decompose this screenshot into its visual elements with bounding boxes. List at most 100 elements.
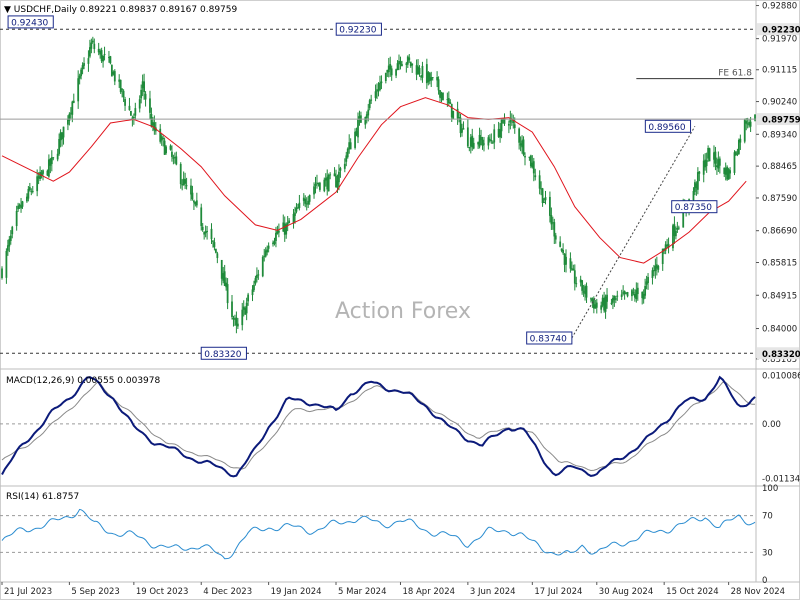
price-candle xyxy=(418,65,421,77)
price-axis-label: 0.84915 xyxy=(762,291,797,301)
price-candle xyxy=(80,67,83,80)
price-candle xyxy=(374,84,377,102)
time-axis-label: 21 Jul 2023 xyxy=(4,587,52,597)
price-candle xyxy=(204,225,207,238)
price-candle xyxy=(673,216,676,244)
price-candle xyxy=(231,295,233,320)
price-candle xyxy=(223,264,226,287)
price-candle xyxy=(109,55,112,65)
price-axis-label: 0.91115 xyxy=(762,66,797,76)
price-candle xyxy=(138,95,141,113)
price-candle xyxy=(452,110,455,119)
price-candle xyxy=(78,73,81,85)
price-candle xyxy=(549,191,551,223)
price-axis-label: 0.89340 xyxy=(762,130,797,140)
price-candle xyxy=(108,50,110,63)
price-candle xyxy=(36,169,39,197)
price-candle xyxy=(717,151,720,172)
price-candle xyxy=(396,60,399,71)
price-candle xyxy=(121,88,124,98)
price-candle xyxy=(478,127,481,149)
price-candle xyxy=(708,147,711,162)
price-candle xyxy=(294,206,296,224)
price-candle xyxy=(316,174,318,189)
rsi-axis-label: 100 xyxy=(762,484,778,494)
price-candle xyxy=(666,238,669,248)
price-candle xyxy=(704,153,707,171)
price-candle xyxy=(405,61,408,73)
price-candle xyxy=(631,288,633,301)
price-candle xyxy=(585,282,588,303)
price-candle xyxy=(641,291,644,305)
price-candle xyxy=(257,269,260,280)
price-candle xyxy=(430,71,433,87)
price-candle xyxy=(554,232,557,244)
price-candle xyxy=(377,82,380,97)
time-axis-label: 28 Nov 2024 xyxy=(731,587,785,597)
price-candle xyxy=(220,259,223,286)
price-candle xyxy=(169,144,172,151)
price-candle xyxy=(42,169,44,181)
price-candle xyxy=(376,83,378,100)
price-candle xyxy=(11,225,14,239)
price-candle xyxy=(128,97,131,111)
price-candle xyxy=(40,169,43,179)
price-candle xyxy=(493,124,496,150)
price-candle xyxy=(308,194,311,205)
price-candle xyxy=(562,243,564,255)
price-candle xyxy=(729,167,731,179)
price-candle xyxy=(47,154,50,178)
price-candle xyxy=(707,145,710,162)
price-candle xyxy=(21,200,24,209)
price-candle xyxy=(389,56,392,77)
fe-level-label: FE 61.8 xyxy=(718,69,752,79)
price-candle xyxy=(651,267,654,285)
price-candle xyxy=(425,58,428,89)
price-candle xyxy=(90,38,93,54)
symbol-label: USDCHF,Daily xyxy=(14,5,78,15)
price-candle xyxy=(119,79,122,94)
price-candle xyxy=(173,152,176,164)
price-candle xyxy=(513,117,516,134)
price-candle xyxy=(313,182,315,199)
price-candle xyxy=(365,111,368,124)
rsi-axis-label: 70 xyxy=(762,512,773,522)
macd-line xyxy=(1,375,756,478)
price-axis-label: 0.85815 xyxy=(762,259,797,269)
price-candle xyxy=(379,75,381,92)
price-candle xyxy=(118,74,121,88)
price-candle xyxy=(326,169,329,196)
price-axis-highlight xyxy=(757,347,799,360)
price-annotation: 0.83320 xyxy=(200,346,247,360)
price-candle xyxy=(647,273,649,290)
price-candle xyxy=(182,171,185,186)
price-candle xyxy=(661,248,664,271)
price-candle xyxy=(358,110,361,126)
price-candle xyxy=(606,288,608,309)
price-candle xyxy=(214,248,217,254)
price-candle xyxy=(677,225,680,230)
price-candle xyxy=(461,123,463,137)
price-candle xyxy=(99,48,102,59)
price-candle xyxy=(103,46,106,61)
price-candle xyxy=(31,186,34,194)
price-candle xyxy=(235,311,238,334)
price-candle xyxy=(469,133,472,154)
macd-signal-line xyxy=(1,380,755,472)
macd-axis-label: 0.010086 xyxy=(762,371,800,381)
price-candle xyxy=(626,291,629,298)
price-candle xyxy=(590,297,592,303)
price-candle xyxy=(421,61,424,83)
price-candle xyxy=(384,72,387,84)
price-candle xyxy=(193,199,195,211)
price-candle xyxy=(654,258,657,279)
price-candle xyxy=(625,292,627,295)
price-candle xyxy=(150,107,153,128)
price-candle xyxy=(298,194,301,211)
price-candle xyxy=(604,294,607,319)
price-candle xyxy=(305,197,308,211)
price-candle xyxy=(653,264,655,277)
price-candle xyxy=(56,148,59,162)
price-candle xyxy=(343,158,346,173)
